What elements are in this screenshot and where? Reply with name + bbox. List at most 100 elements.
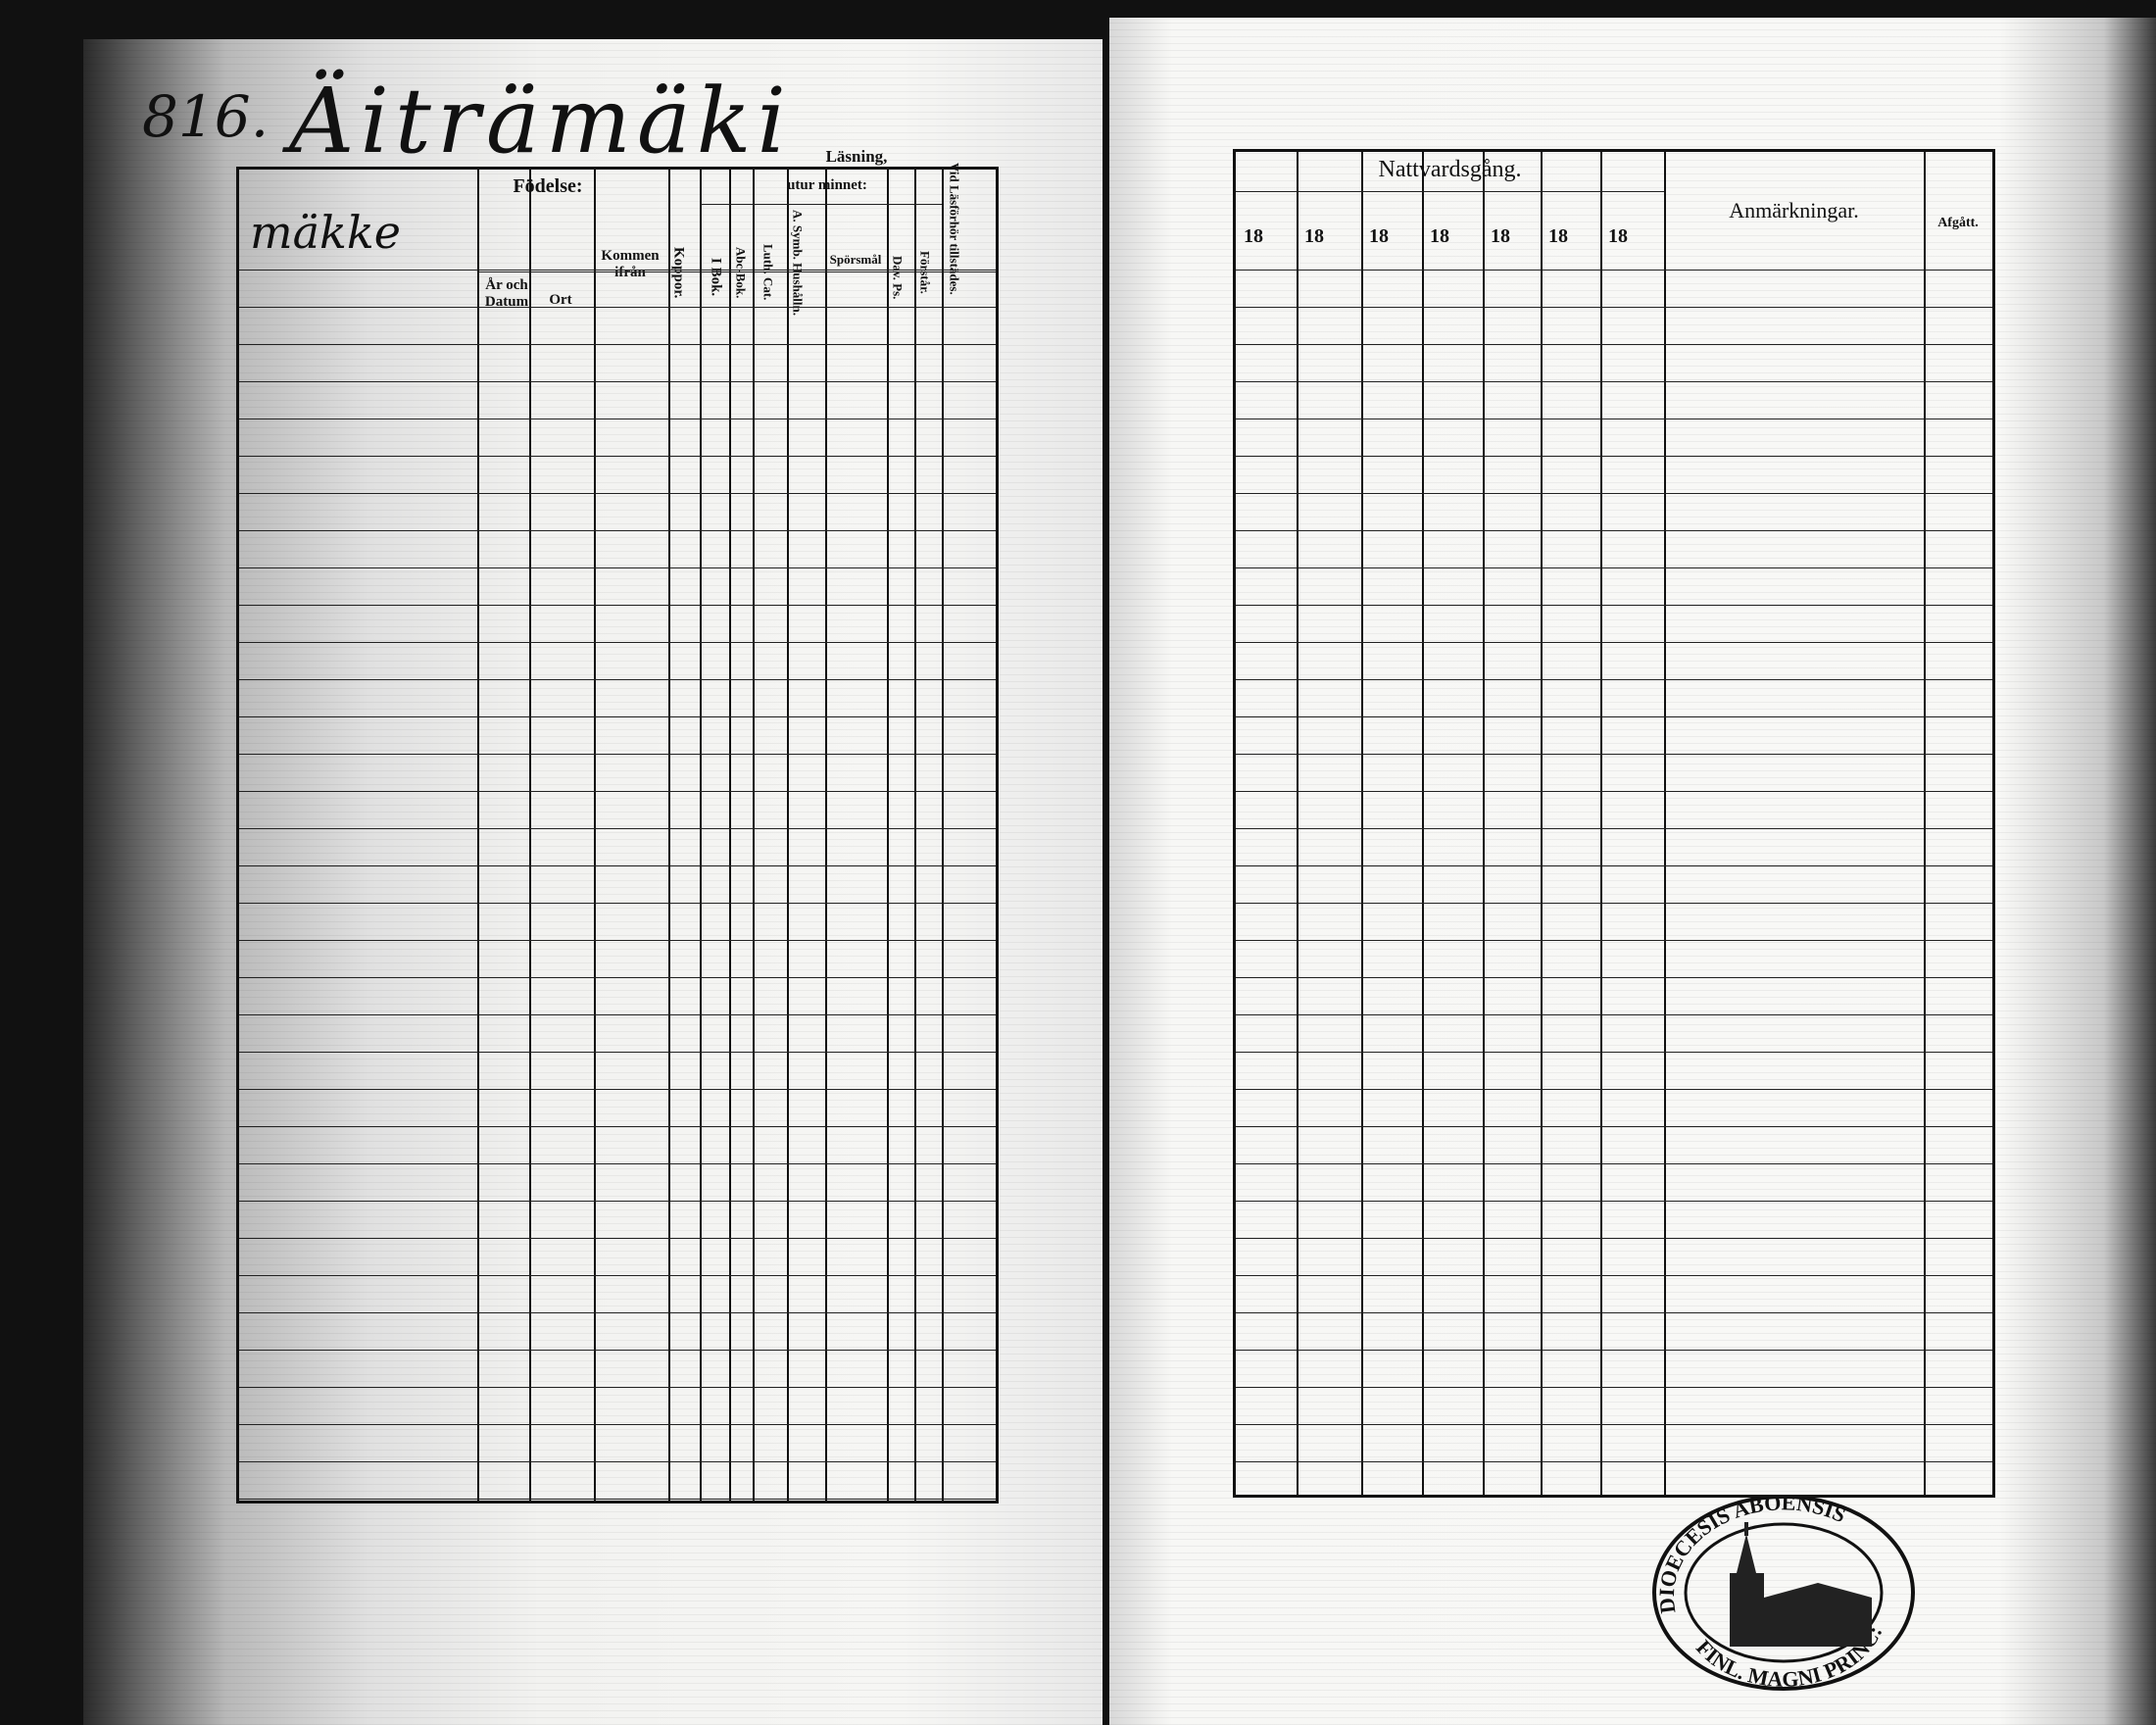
column-rule <box>1483 152 1485 1495</box>
row-rule <box>1236 1052 1992 1053</box>
row-rule <box>1236 716 1992 717</box>
row-rule <box>1236 493 1992 494</box>
row-rule <box>239 493 996 494</box>
year-column-header: 18 <box>1244 225 1263 247</box>
header-utur-minnet: utur minnet: <box>787 177 867 193</box>
row-rule <box>239 716 996 717</box>
column-rule <box>1600 152 1602 1495</box>
row-rule <box>239 567 996 568</box>
column-rule <box>700 170 702 1501</box>
row-rule <box>239 865 996 866</box>
column-rule <box>1541 152 1543 1495</box>
column-rule <box>594 170 596 1501</box>
row-rule <box>239 903 996 904</box>
header-afgatt: Afgått. <box>1937 216 1979 230</box>
row-rule <box>239 530 996 531</box>
column-rule <box>477 170 479 1501</box>
header-lasning: Läsning, <box>825 147 888 166</box>
row-rule <box>239 1461 996 1462</box>
row-rule <box>1236 530 1992 531</box>
header-sporsmal: Spörsmål <box>829 252 882 267</box>
year-column-header: 18 <box>1304 225 1324 247</box>
row-rule <box>239 1312 996 1313</box>
row-rule <box>239 1350 996 1351</box>
row-rule <box>1236 1089 1992 1090</box>
row-rule <box>239 381 996 382</box>
header-rule <box>1236 191 1664 192</box>
household-table: Födelse: År och Datum Ort Kommen ifrån K… <box>236 147 999 1503</box>
column-rule <box>1422 152 1424 1495</box>
header-luth-cat: Luth. Cat. <box>760 244 776 301</box>
row-rule <box>1236 344 1992 345</box>
row-rule <box>1236 1238 1992 1239</box>
row-rule <box>239 1126 996 1127</box>
row-rule <box>239 791 996 792</box>
row-rule <box>239 1275 996 1276</box>
row-rule <box>1236 1275 1992 1276</box>
farm-name: Äiträmäki <box>289 69 792 173</box>
row-rule <box>1236 1350 1992 1351</box>
row-rule <box>239 754 996 755</box>
row-rule <box>1236 567 1992 568</box>
church-icon <box>1730 1522 1872 1647</box>
header-nattvardsgang: Nattvardsgång. <box>1378 157 1522 182</box>
row-rule <box>1236 679 1992 680</box>
right-page <box>1109 18 2156 1725</box>
row-rule <box>1236 1163 1992 1164</box>
row-rule <box>1236 642 1992 643</box>
row-rule <box>1236 270 1992 271</box>
row-rule <box>239 1238 996 1239</box>
column-rule <box>753 170 755 1501</box>
row-rule <box>239 1499 996 1500</box>
stamp-outer-ring <box>1652 1495 1915 1691</box>
row-rule <box>239 1163 996 1164</box>
column-rule <box>1361 152 1363 1495</box>
column-rule <box>1297 152 1298 1495</box>
row-rule <box>1236 1387 1992 1388</box>
header-kommen-ifran: Kommen ifrån <box>601 248 660 280</box>
row-rule <box>1236 940 1992 941</box>
column-rule <box>668 170 670 1501</box>
row-rule <box>239 940 996 941</box>
header-i-bok: I Bok. <box>708 258 724 297</box>
row-rule <box>1236 977 1992 978</box>
header-koppor: Koppor. <box>670 246 687 299</box>
row-rule <box>1236 1461 1992 1462</box>
left-page <box>83 39 1102 1725</box>
row-rule <box>239 977 996 978</box>
row-rule <box>239 1424 996 1425</box>
row-rule <box>239 1014 996 1015</box>
column-rule <box>825 170 827 1501</box>
column-rule <box>942 170 944 1501</box>
row-rule <box>1236 903 1992 904</box>
header-ar-och-datum: År och Datum <box>484 277 529 310</box>
header-ort: Ort <box>549 292 572 308</box>
header-forstar: Förstår. <box>917 251 933 294</box>
header-rule <box>700 204 942 205</box>
row-rule <box>1236 1424 1992 1425</box>
column-rule <box>1924 152 1926 1495</box>
header-rule <box>477 271 996 272</box>
column-rule <box>914 170 916 1501</box>
row-rule <box>239 1052 996 1053</box>
row-rule <box>239 307 996 308</box>
header-dav-ps: Dav. Ps. <box>890 255 906 300</box>
year-column-header: 18 <box>1491 225 1510 247</box>
row-rule <box>239 1089 996 1090</box>
row-rule <box>1236 605 1992 606</box>
row-rule <box>1236 828 1992 829</box>
header-anmarkningar: Anmärkningar. <box>1729 198 1859 222</box>
row-rule <box>239 1201 996 1202</box>
row-rule <box>239 344 996 345</box>
row-rule <box>1236 865 1992 866</box>
header-a-symb: A. Symb. Hushålln. <box>790 209 806 316</box>
row-rule <box>239 642 996 643</box>
year-column-header: 18 <box>1608 225 1628 247</box>
header-abc-bok: Abc-Bok. <box>733 246 749 299</box>
row-rule <box>1236 1014 1992 1015</box>
row-rule <box>1236 456 1992 457</box>
row-rule <box>1236 1201 1992 1202</box>
column-rule <box>787 170 789 1501</box>
column-rule <box>529 170 531 1501</box>
communion-table: Nattvardsgång. Anmärkningar. Afgått. 18 1… <box>1233 149 1995 1498</box>
